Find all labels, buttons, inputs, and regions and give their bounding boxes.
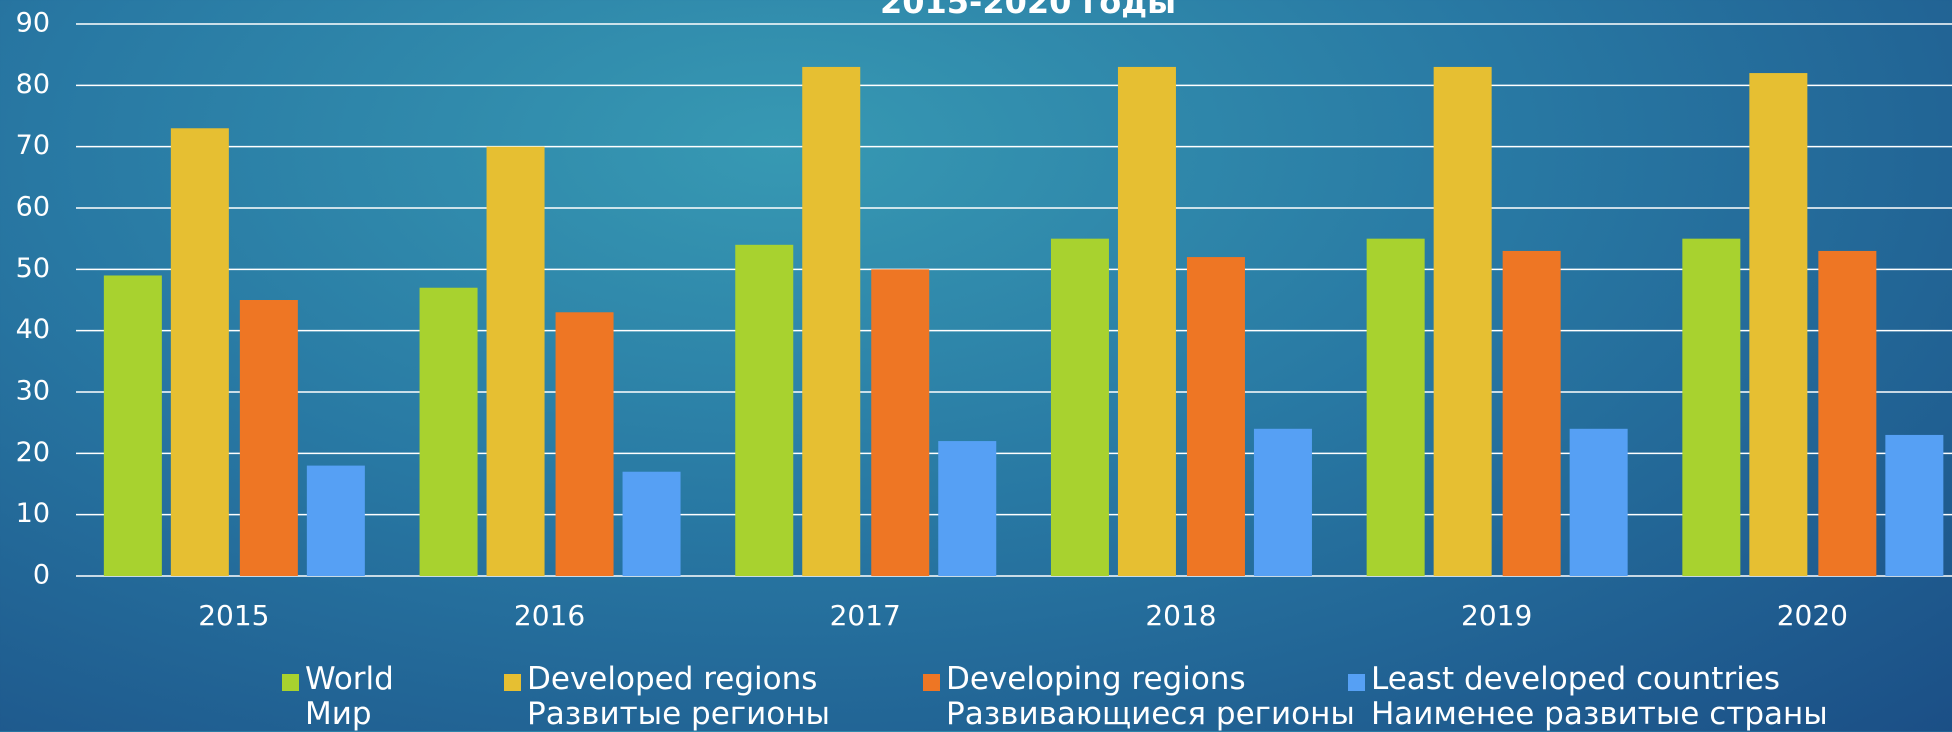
bar [306,465,365,576]
bar [802,66,861,576]
bar [1885,434,1944,576]
chart-title: 2015-2020 годы [880,0,1176,21]
y-tick-label: 40 [16,314,50,345]
legend-label: Developed regions Развитые регионы [527,661,830,732]
y-tick-label: 80 [16,69,50,100]
bar [1433,66,1492,576]
y-tick-label: 0 [33,560,50,591]
x-tick-label: 2020 [1777,599,1848,632]
x-tick-label: 2015 [198,599,269,632]
legend-swatch [282,674,299,691]
y-tick-label: 10 [16,498,50,529]
legend-swatch [504,674,521,691]
x-tick-label: 2017 [830,599,901,632]
legend-label: Least developed countries Наименее разви… [1371,661,1828,732]
legend-item: World Мир [282,662,394,732]
bar [1749,73,1808,577]
legend-swatch [923,674,940,691]
legend-item: Least developed countries Наименее разви… [1348,662,1828,732]
bar [103,275,162,576]
bar [735,244,794,577]
bar [1253,428,1312,576]
bar [1569,428,1628,576]
y-tick-label: 90 [16,8,50,39]
bar [1186,257,1245,576]
bar [1117,66,1176,576]
bar [419,287,478,576]
legend: World Мир Developed regions Развитые реги… [0,662,1952,732]
bar [1366,238,1425,576]
legend-swatch [1348,674,1365,691]
bar [1050,238,1109,576]
legend-item: Developing regions Развивающиеся регионы [923,662,1355,732]
y-tick-label: 20 [16,437,50,468]
y-tick-label: 30 [16,376,50,407]
bar [555,312,614,576]
bar [938,441,997,576]
x-tick-label: 2018 [1145,599,1216,632]
bar [622,471,681,576]
x-tick-label: 2016 [514,599,585,632]
legend-label: World Мир [305,661,394,732]
y-tick-label: 50 [16,253,50,284]
legend-item: Developed regions Развитые регионы [504,662,830,732]
bar [871,269,930,576]
bar [170,128,229,576]
bar [1682,238,1741,576]
bar [1502,250,1561,576]
bar [1818,250,1877,576]
legend-label: Developing regions Развивающиеся регионы [946,661,1355,732]
y-tick-label: 60 [16,192,50,223]
y-tick-label: 70 [16,130,50,161]
x-tick-label: 2019 [1461,599,1532,632]
bar [239,300,298,576]
bar [486,146,545,576]
